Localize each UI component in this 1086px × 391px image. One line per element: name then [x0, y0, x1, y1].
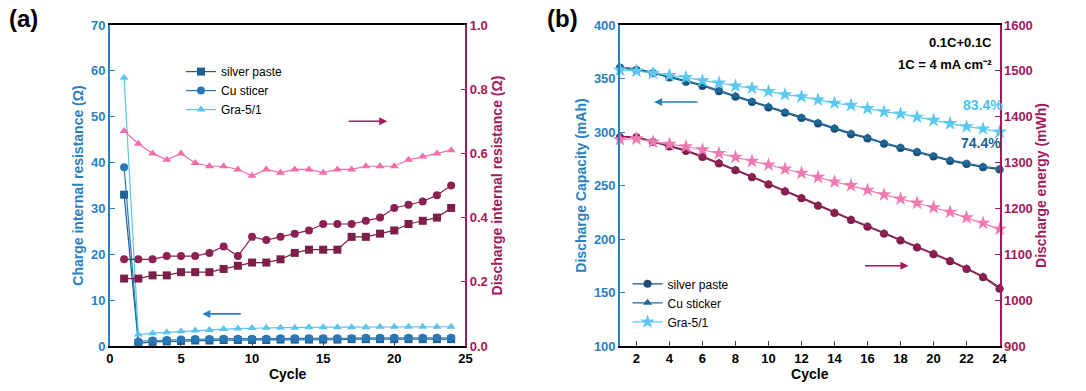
svg-text:74.4%: 74.4% — [961, 135, 1001, 151]
svg-text:Charge internal resistance (Ω): Charge internal resistance (Ω) — [70, 85, 86, 285]
svg-text:10: 10 — [761, 351, 775, 366]
svg-text:4: 4 — [666, 351, 674, 366]
svg-text:30: 30 — [91, 201, 105, 216]
svg-text:83.4%: 83.4% — [963, 97, 1003, 113]
svg-text:20: 20 — [91, 247, 105, 262]
svg-text:(b): (b) — [547, 5, 578, 32]
svg-text:24: 24 — [992, 351, 1007, 366]
svg-text:10: 10 — [91, 293, 105, 308]
svg-text:0: 0 — [106, 351, 113, 366]
svg-text:silver paste: silver paste — [221, 65, 282, 79]
svg-text:0.0: 0.0 — [470, 339, 488, 354]
svg-text:400: 400 — [594, 18, 616, 33]
svg-text:0.6: 0.6 — [470, 146, 488, 161]
svg-text:Cycle: Cycle — [269, 366, 307, 382]
svg-text:Discharge internal resistance: Discharge internal resistance (Ω) — [489, 76, 505, 296]
svg-text:1.0: 1.0 — [470, 18, 488, 33]
svg-text:1000: 1000 — [1004, 293, 1033, 308]
svg-text:18: 18 — [893, 351, 907, 366]
svg-text:1100: 1100 — [1004, 247, 1032, 262]
svg-text:22: 22 — [959, 351, 973, 366]
svg-text:10: 10 — [245, 351, 259, 366]
svg-text:25: 25 — [458, 351, 472, 366]
svg-text:(a): (a) — [9, 5, 38, 32]
svg-text:0.1C+0.1C: 0.1C+0.1C — [929, 35, 992, 50]
svg-text:14: 14 — [827, 351, 842, 366]
svg-text:70: 70 — [91, 18, 105, 33]
svg-text:1500: 1500 — [1004, 63, 1033, 78]
svg-text:150: 150 — [594, 285, 616, 300]
svg-text:350: 350 — [594, 71, 616, 86]
svg-text:0.8: 0.8 — [470, 82, 488, 97]
svg-text:60: 60 — [91, 63, 105, 78]
svg-text:1200: 1200 — [1004, 201, 1033, 216]
svg-text:900: 900 — [1004, 339, 1026, 354]
svg-text:silver paste: silver paste — [668, 278, 729, 292]
svg-text:1400: 1400 — [1004, 109, 1033, 124]
svg-text:1C = 4 mA cm⁻²: 1C = 4 mA cm⁻² — [898, 57, 992, 72]
svg-text:16: 16 — [860, 351, 874, 366]
svg-text:12: 12 — [794, 351, 808, 366]
svg-text:1300: 1300 — [1004, 155, 1033, 170]
svg-text:Discharge Capacity (mAh): Discharge Capacity (mAh) — [573, 98, 589, 272]
svg-text:Cu sticer: Cu sticer — [221, 84, 268, 98]
svg-text:20: 20 — [387, 351, 401, 366]
svg-text:2: 2 — [633, 351, 640, 366]
svg-text:0.4: 0.4 — [470, 210, 489, 225]
svg-text:Cu sticker: Cu sticker — [668, 297, 721, 311]
svg-text:50: 50 — [91, 109, 105, 124]
svg-text:200: 200 — [594, 232, 616, 247]
svg-text:Gra-5/1: Gra-5/1 — [221, 103, 262, 117]
svg-text:1600: 1600 — [1004, 18, 1033, 33]
svg-text:6: 6 — [699, 351, 706, 366]
svg-text:250: 250 — [594, 178, 616, 193]
svg-text:Gra-5/1: Gra-5/1 — [668, 316, 709, 330]
svg-text:300: 300 — [594, 125, 616, 140]
svg-text:8: 8 — [732, 351, 739, 366]
svg-text:0: 0 — [98, 339, 105, 354]
svg-text:Discharge energy (mWh): Discharge energy (mWh) — [1033, 103, 1049, 268]
svg-text:0.2: 0.2 — [470, 274, 488, 289]
svg-text:Cycle: Cycle — [791, 366, 829, 382]
svg-text:5: 5 — [177, 351, 184, 366]
svg-text:20: 20 — [926, 351, 940, 366]
svg-text:100: 100 — [594, 339, 616, 354]
svg-text:40: 40 — [91, 155, 105, 170]
svg-text:15: 15 — [316, 351, 330, 366]
